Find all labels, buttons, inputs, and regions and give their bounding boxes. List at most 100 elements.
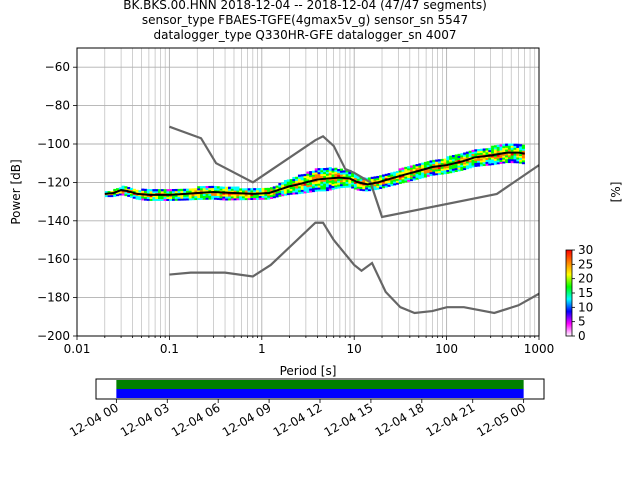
pdf-cell	[281, 192, 285, 195]
pdf-cell	[507, 160, 511, 164]
pdf-cell	[306, 184, 310, 188]
pdf-cell	[513, 157, 517, 160]
pdf-cell	[440, 168, 444, 171]
pdf-cell	[499, 157, 503, 161]
pdf-cell	[331, 187, 335, 190]
pdf-cell	[208, 187, 212, 191]
pdf-cell	[152, 191, 156, 194]
pdf-cell	[255, 189, 260, 193]
pdf-cell	[373, 185, 377, 189]
pdf-cell	[477, 158, 481, 161]
pdf-cell	[225, 196, 229, 199]
pdf-cell	[180, 196, 184, 199]
pdf-cell	[236, 190, 240, 193]
pdf-cell	[407, 175, 411, 178]
pdf-cell	[188, 196, 192, 199]
y-tick-label: −180	[37, 291, 70, 305]
pdf-cell	[152, 189, 156, 192]
pdf-cell	[255, 193, 260, 197]
pdf-cell	[482, 152, 486, 155]
pdf-cell	[359, 179, 363, 182]
pdf-cell	[390, 183, 394, 187]
pdf-cell	[297, 184, 302, 187]
pdf-cell	[356, 182, 360, 185]
pdf-cell	[121, 193, 125, 196]
pdf-cell	[426, 174, 430, 177]
pdf-cell	[306, 186, 310, 190]
pdf-cell	[348, 181, 352, 184]
pdf-cell	[292, 182, 296, 185]
pdf-cell	[345, 172, 349, 175]
pdf-cell	[116, 188, 120, 191]
pdf-cell	[132, 194, 136, 197]
pdf-cell	[202, 187, 206, 191]
pdf-cell	[239, 197, 243, 201]
pdf-cell	[286, 192, 290, 196]
pdf-cell	[339, 172, 344, 175]
pdf-cell	[409, 176, 414, 180]
pdf-cell	[426, 172, 430, 175]
pdf-cell	[485, 150, 489, 153]
pdf-cell	[353, 181, 358, 184]
pdf-cell	[521, 160, 525, 163]
pdf-cell	[320, 175, 324, 178]
pdf-cell	[488, 157, 492, 160]
pdf-cell	[185, 196, 190, 199]
pdf-cell	[367, 177, 372, 180]
pdf-cell	[418, 174, 422, 178]
pdf-cell	[230, 194, 234, 197]
colorbar-tick-label: 15	[578, 286, 593, 300]
pdf-cell	[407, 169, 411, 173]
pdf-cell	[513, 147, 517, 150]
pdf-cell	[253, 193, 257, 197]
pdf-cell	[286, 189, 290, 192]
pdf-cell	[404, 166, 408, 170]
timeline-tick-label: 12-04 18	[373, 400, 427, 439]
pdf-cell	[281, 182, 285, 185]
pdf-cell	[292, 176, 296, 180]
y-tick-label: −80	[45, 99, 70, 113]
pdf-cell	[331, 183, 335, 186]
pdf-cell	[188, 194, 192, 197]
pdf-cell	[353, 175, 358, 179]
pdf-cell	[499, 161, 503, 164]
pdf-cell	[180, 198, 184, 201]
pdf-cell	[127, 188, 131, 192]
pdf-cell	[250, 190, 254, 193]
pdf-cell	[426, 168, 430, 172]
pdf-cell	[166, 189, 170, 192]
pdf-cell	[281, 194, 285, 197]
pdf-cell	[507, 157, 511, 160]
pdf-cell	[202, 189, 206, 193]
pdf-cell	[325, 167, 330, 170]
pdf-cell	[460, 162, 464, 166]
pdf-cell	[443, 166, 447, 169]
pdf-cell	[292, 190, 296, 193]
pdf-cell	[174, 196, 178, 199]
timeline-tick-label: 12-04 21	[424, 400, 478, 439]
pdf-cell	[440, 158, 444, 162]
pdf-cell	[485, 159, 489, 162]
pdf-cell	[233, 186, 237, 189]
pdf-cell	[418, 171, 422, 174]
pdf-cell	[423, 175, 428, 178]
pdf-cell	[127, 186, 131, 190]
colorbar-tick-label: 30	[578, 243, 593, 257]
pdf-cell	[236, 188, 240, 191]
pdf-cell	[146, 189, 150, 192]
pdf-cell	[325, 169, 330, 172]
pdf-cell	[194, 188, 198, 191]
pdf-cell	[384, 181, 388, 184]
pdf-cell	[213, 195, 218, 198]
pdf-cell	[314, 189, 318, 192]
pdf-cell	[325, 175, 330, 178]
pdf-cell	[155, 194, 159, 198]
pdf-cell	[118, 191, 122, 194]
pdf-cell	[381, 176, 386, 179]
pdf-cell	[457, 169, 461, 172]
pdf-cell	[152, 196, 156, 200]
pdf-cell	[401, 171, 405, 174]
pdf-cell	[174, 194, 178, 197]
pdf-cell	[281, 184, 285, 187]
